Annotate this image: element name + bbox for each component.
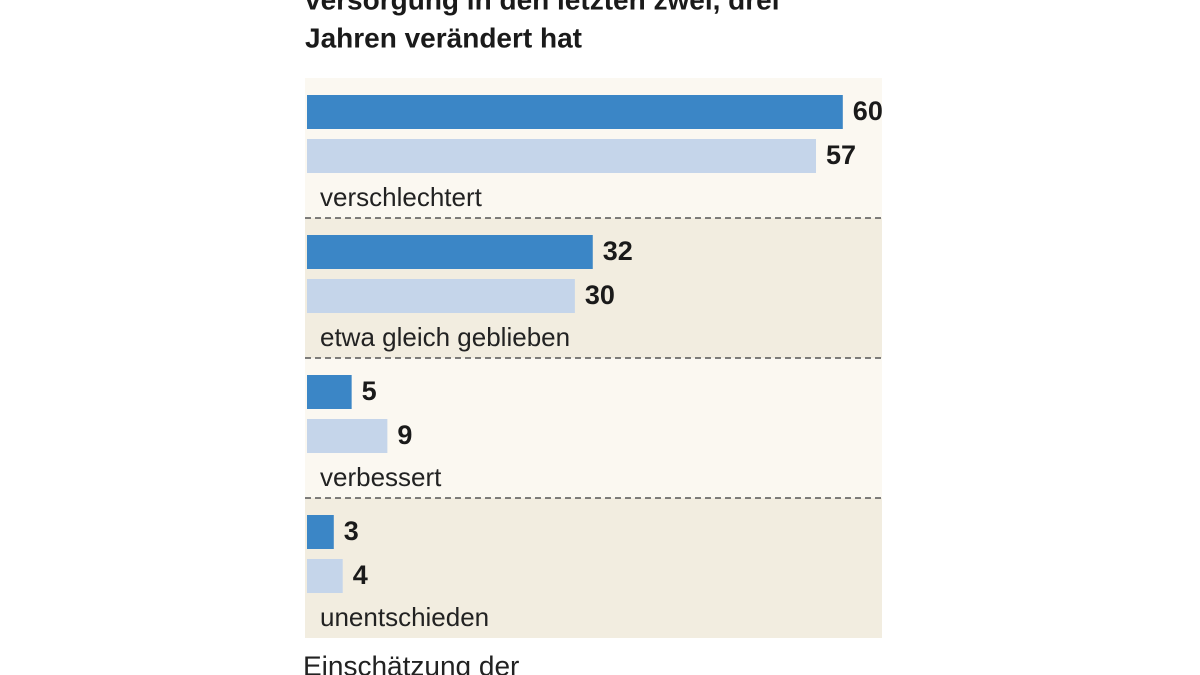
- category-label: verschlechtert: [320, 182, 483, 212]
- value-label: 30: [585, 280, 615, 310]
- bar: [307, 279, 575, 313]
- band-background: [305, 498, 882, 638]
- category-label: verbessert: [320, 462, 442, 492]
- bar: [307, 235, 593, 269]
- value-label: 60: [853, 96, 883, 126]
- value-label: 4: [353, 560, 368, 590]
- bar: [307, 95, 843, 129]
- chart-title: Jahren verändert hat: [305, 22, 582, 53]
- value-label: 5: [362, 376, 377, 406]
- band-background: [305, 358, 882, 498]
- footnote: Einschätzung der: [303, 650, 519, 675]
- bar: [307, 139, 817, 173]
- chart-title: versorgung in den letzten zwei, drei: [305, 0, 780, 15]
- value-label: 9: [397, 420, 412, 450]
- value-label: 3: [344, 516, 359, 546]
- value-label: 57: [826, 140, 856, 170]
- bar: [307, 559, 343, 593]
- bar: [307, 375, 352, 409]
- category-label: unentschieden: [320, 602, 489, 632]
- bar: [307, 515, 334, 549]
- plot-area: 60 57 verschlechtert 32 30 etwa gleich geblie…: [305, 78, 883, 638]
- category-label: etwa gleich geblieben: [320, 322, 570, 352]
- value-label: 32: [603, 236, 633, 266]
- bar: [307, 419, 388, 453]
